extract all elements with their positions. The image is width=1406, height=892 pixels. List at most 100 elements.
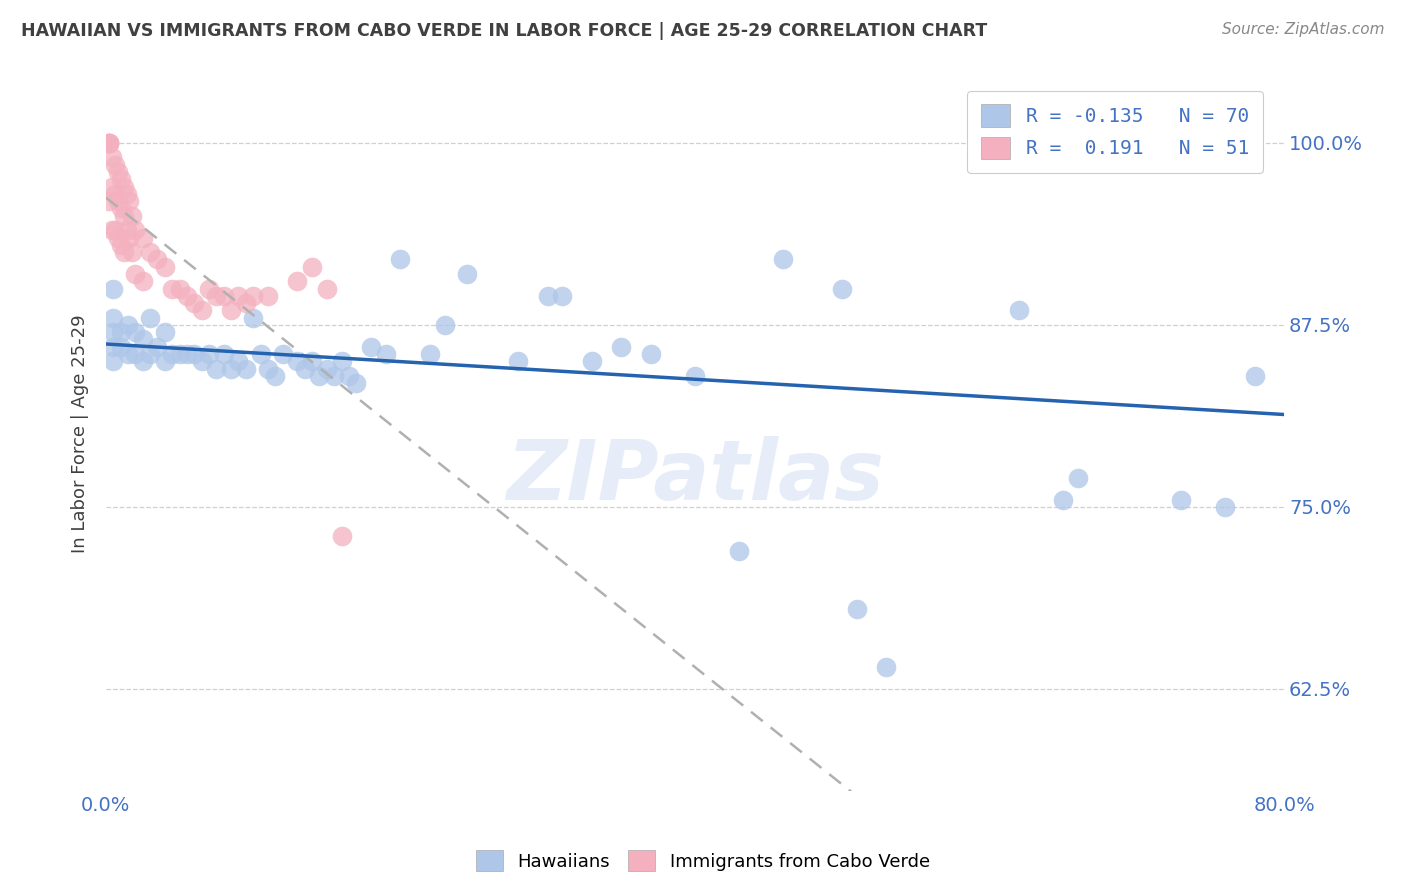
Point <box>112 179 135 194</box>
Point <box>433 318 456 332</box>
Point <box>456 267 478 281</box>
Point <box>117 347 139 361</box>
Text: Source: ZipAtlas.com: Source: ZipAtlas.com <box>1222 22 1385 37</box>
Point <box>115 186 138 201</box>
Point <box>118 230 141 244</box>
Point <box>301 354 323 368</box>
Point <box>103 325 125 339</box>
Point <box>205 289 228 303</box>
Point <box>97 136 120 150</box>
Point <box>121 245 143 260</box>
Point <box>610 340 633 354</box>
Point <box>124 223 146 237</box>
Point <box>212 289 235 303</box>
Point <box>104 223 127 237</box>
Point <box>264 368 287 383</box>
Point <box>301 260 323 274</box>
Y-axis label: In Labor Force | Age 25-29: In Labor Force | Age 25-29 <box>72 315 89 553</box>
Point <box>107 165 129 179</box>
Point <box>103 310 125 325</box>
Point <box>112 245 135 260</box>
Point <box>117 318 139 332</box>
Point <box>132 333 155 347</box>
Point <box>107 194 129 209</box>
Point <box>112 209 135 223</box>
Point <box>308 368 330 383</box>
Point <box>190 303 212 318</box>
Point <box>153 354 176 368</box>
Point <box>160 347 183 361</box>
Point <box>160 281 183 295</box>
Point <box>153 260 176 274</box>
Point <box>139 310 162 325</box>
Point <box>537 289 560 303</box>
Point <box>315 281 337 295</box>
Point <box>104 158 127 172</box>
Point <box>97 136 120 150</box>
Point <box>110 202 132 216</box>
Point <box>101 223 124 237</box>
Point <box>330 354 353 368</box>
Point <box>176 289 198 303</box>
Point <box>104 186 127 201</box>
Point <box>198 347 221 361</box>
Point <box>1052 492 1074 507</box>
Point <box>132 230 155 244</box>
Point <box>212 347 235 361</box>
Point <box>103 281 125 295</box>
Point <box>242 310 264 325</box>
Point <box>110 340 132 354</box>
Point <box>132 274 155 288</box>
Point <box>235 296 257 310</box>
Point <box>389 252 412 267</box>
Point <box>107 230 129 244</box>
Point <box>205 361 228 376</box>
Point <box>228 354 250 368</box>
Point <box>271 347 294 361</box>
Legend: Hawaiians, Immigrants from Cabo Verde: Hawaiians, Immigrants from Cabo Verde <box>468 843 938 879</box>
Point <box>1067 471 1090 485</box>
Point <box>110 237 132 252</box>
Point <box>1170 492 1192 507</box>
Point <box>831 281 853 295</box>
Legend: R = -0.135   N = 70, R =  0.191   N = 51: R = -0.135 N = 70, R = 0.191 N = 51 <box>967 91 1263 172</box>
Point <box>124 267 146 281</box>
Point <box>640 347 662 361</box>
Point <box>374 347 396 361</box>
Point <box>285 354 308 368</box>
Point <box>101 179 124 194</box>
Point <box>257 289 280 303</box>
Point <box>97 136 120 150</box>
Point <box>101 151 124 165</box>
Point <box>772 252 794 267</box>
Point <box>97 194 120 209</box>
Point <box>294 361 316 376</box>
Point <box>337 368 360 383</box>
Point <box>219 303 242 318</box>
Point <box>110 172 132 186</box>
Point <box>344 376 367 391</box>
Point <box>115 223 138 237</box>
Point <box>169 281 191 295</box>
Point <box>110 325 132 339</box>
Point <box>508 354 530 368</box>
Point <box>219 361 242 376</box>
Point <box>169 347 191 361</box>
Point <box>228 289 250 303</box>
Point <box>330 529 353 543</box>
Point <box>242 289 264 303</box>
Point <box>285 274 308 288</box>
Point <box>132 354 155 368</box>
Point <box>139 245 162 260</box>
Point <box>103 354 125 368</box>
Point <box>121 209 143 223</box>
Point <box>198 281 221 295</box>
Point <box>153 325 176 339</box>
Point <box>176 347 198 361</box>
Point <box>419 347 441 361</box>
Point <box>1243 368 1265 383</box>
Point <box>146 252 169 267</box>
Point <box>683 368 706 383</box>
Point <box>728 543 751 558</box>
Point <box>257 361 280 376</box>
